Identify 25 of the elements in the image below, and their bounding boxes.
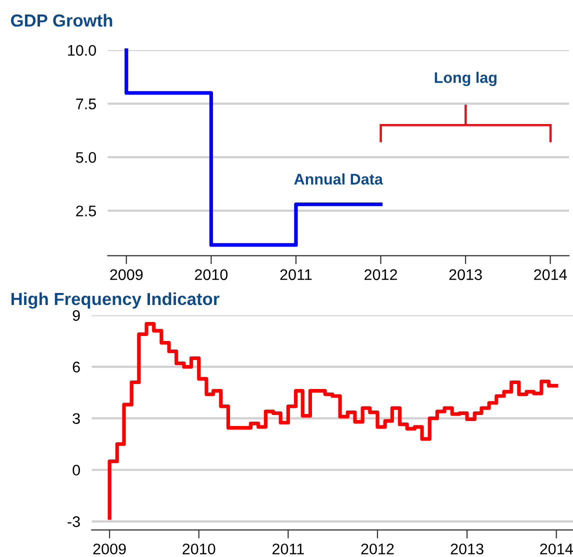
x-tick-label: 2012	[364, 269, 397, 280]
y-tick-label: 7.5	[76, 98, 96, 110]
x-tick-label: 2014	[540, 544, 573, 554]
x-tick-label: 2013	[450, 544, 484, 554]
x-tick-label: 2011	[280, 269, 312, 280]
y-tick-label: 0	[72, 464, 80, 476]
y-tick-label: 9	[72, 310, 80, 321]
annotation: Long lag	[434, 72, 496, 86]
series-label: Annual Data	[294, 173, 384, 185]
y-tick-label: -3	[68, 516, 80, 528]
x-tick-label: 2012	[361, 544, 394, 554]
x-tick-label: 2014	[534, 269, 567, 280]
y-tick-label: 2.5	[76, 206, 96, 216]
chart-title: High Frequency Indicator	[11, 292, 220, 309]
y-tick-label: 10.0	[68, 45, 96, 56]
x-tick-label: 2010	[182, 544, 216, 554]
chart-title: GDP Growth	[11, 14, 112, 27]
x-tick-label: 2009	[93, 544, 126, 554]
x-tick-label: 2010	[194, 269, 228, 280]
x-tick-label: 2009	[110, 269, 143, 280]
y-tick-label: 6	[72, 362, 80, 372]
y-tick-label: 5.0	[76, 152, 96, 163]
x-tick-label: 2013	[449, 269, 482, 280]
x-tick-label: 2011	[272, 544, 304, 554]
y-tick-label: 3	[72, 413, 80, 424]
